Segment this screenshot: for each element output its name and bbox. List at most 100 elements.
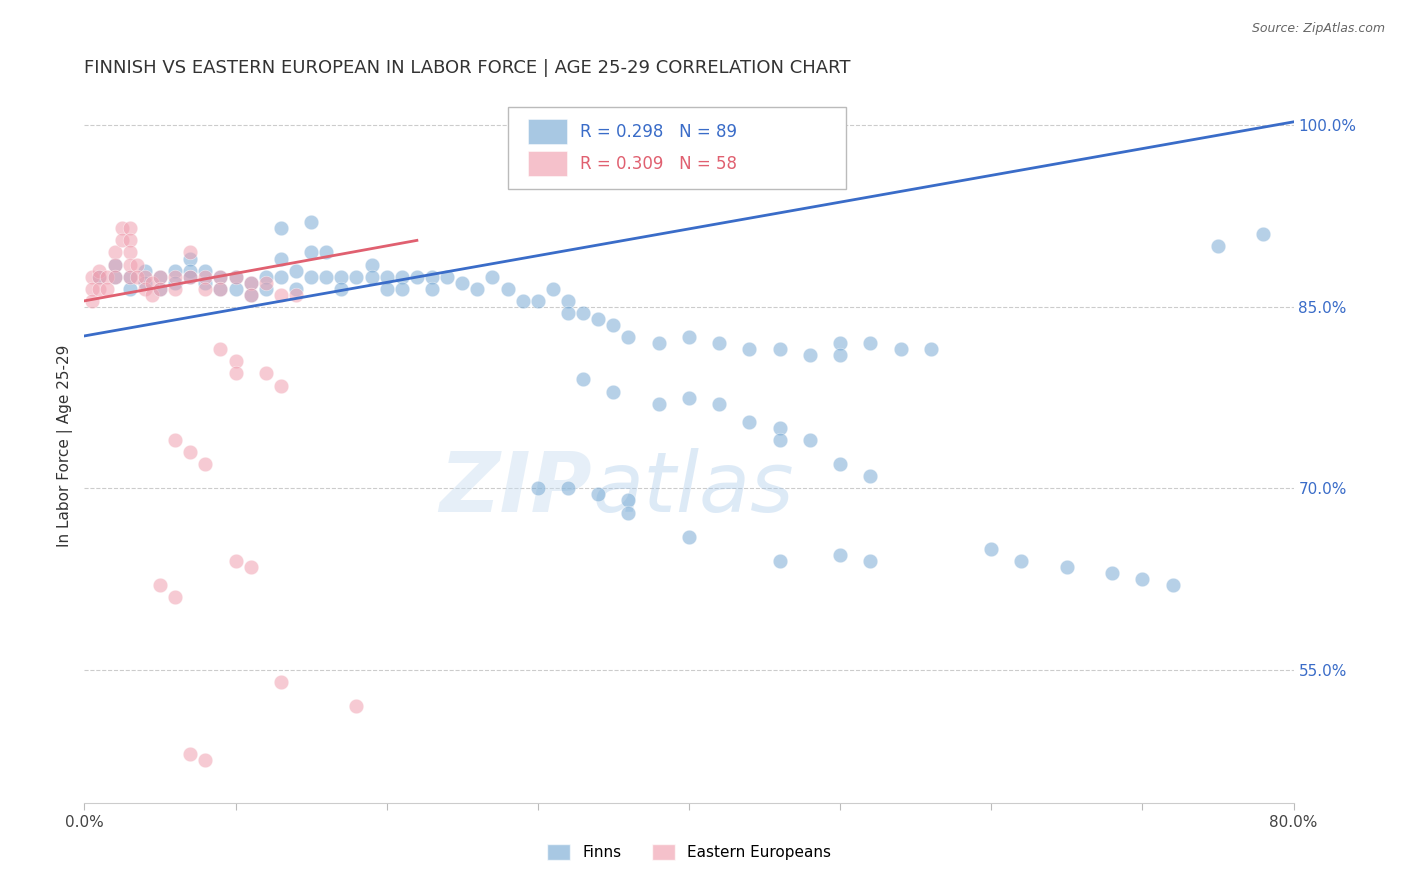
Point (738, 343, 761, 357)
Point (127, 258, 149, 272)
Point (481, 269, 503, 284)
Legend: Finns, Eastern Europeans: Finns, Eastern Europeans (541, 838, 837, 866)
Point (859, 554, 882, 568)
Point (165, 263, 187, 277)
Point (678, 530, 700, 544)
Point (89, 263, 111, 277)
Point (527, 481, 550, 495)
Point (194, 457, 217, 471)
Point (254, 276, 277, 290)
Point (830, 457, 852, 471)
Point (467, 282, 489, 296)
Point (96, 269, 118, 284)
Point (209, 269, 232, 284)
Point (134, 269, 156, 284)
Point (588, 312, 610, 326)
Text: ZIP: ZIP (440, 449, 592, 529)
Point (299, 245, 322, 260)
Point (391, 282, 413, 296)
Point (557, 481, 579, 495)
Point (104, 258, 127, 272)
Point (299, 269, 322, 284)
Point (602, 318, 624, 332)
Point (149, 269, 172, 284)
Point (209, 282, 232, 296)
Point (118, 221, 141, 235)
Point (346, 699, 368, 714)
Point (80, 269, 103, 284)
Point (270, 288, 292, 302)
Point (118, 269, 141, 284)
Point (225, 282, 247, 296)
Point (149, 282, 172, 296)
Point (179, 747, 201, 762)
Point (360, 269, 382, 284)
Point (315, 245, 337, 260)
Point (89, 269, 111, 284)
Text: atlas: atlas (592, 449, 794, 529)
Point (1056, 560, 1078, 574)
Point (149, 269, 172, 284)
Point (179, 252, 201, 266)
Point (920, 343, 942, 357)
Point (406, 269, 429, 284)
Point (270, 252, 292, 266)
Point (254, 282, 277, 296)
Point (557, 306, 579, 320)
Point (89, 282, 111, 296)
Point (648, 336, 671, 351)
Point (179, 445, 201, 459)
Point (572, 372, 595, 386)
Point (179, 263, 201, 277)
Point (134, 263, 156, 277)
Point (512, 293, 534, 308)
Point (149, 578, 172, 592)
Point (104, 269, 127, 284)
Point (830, 348, 852, 362)
Point (111, 221, 134, 235)
Point (225, 554, 247, 568)
Text: Source: ZipAtlas.com: Source: ZipAtlas.com (1251, 22, 1385, 36)
Point (179, 269, 201, 284)
Point (134, 276, 156, 290)
Point (769, 421, 792, 435)
Point (299, 215, 322, 229)
Point (738, 415, 761, 429)
Point (1206, 239, 1229, 253)
Point (141, 288, 163, 302)
Point (104, 269, 127, 284)
Point (769, 554, 792, 568)
Point (270, 378, 292, 392)
Point (572, 306, 595, 320)
Y-axis label: In Labor Force | Age 25-29: In Labor Force | Age 25-29 (58, 345, 73, 547)
Point (709, 336, 731, 351)
Point (602, 384, 624, 399)
Point (420, 269, 443, 284)
Point (330, 282, 353, 296)
Point (709, 397, 731, 411)
Point (391, 269, 413, 284)
Point (285, 288, 308, 302)
Point (799, 433, 821, 447)
Point (799, 348, 821, 362)
Point (194, 269, 217, 284)
Point (165, 282, 187, 296)
Point (179, 269, 201, 284)
Point (104, 258, 127, 272)
Point (330, 269, 353, 284)
Point (141, 276, 163, 290)
Point (617, 493, 640, 508)
Point (859, 336, 882, 351)
Point (118, 258, 141, 272)
Point (225, 367, 247, 381)
Text: R = 0.309   N = 58: R = 0.309 N = 58 (581, 155, 737, 173)
Point (225, 354, 247, 368)
Point (118, 233, 141, 247)
Point (830, 336, 852, 351)
Point (830, 548, 852, 562)
Point (239, 288, 262, 302)
Point (678, 330, 700, 344)
Point (496, 282, 519, 296)
Point (890, 343, 912, 357)
Point (285, 282, 308, 296)
